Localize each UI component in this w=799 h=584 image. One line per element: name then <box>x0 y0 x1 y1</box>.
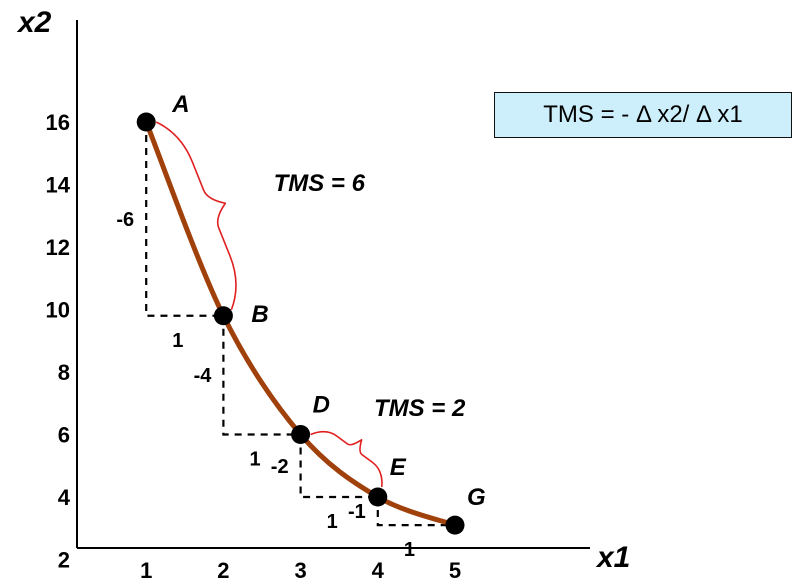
point-label: A <box>171 91 189 118</box>
curve-points <box>136 112 465 535</box>
point-label: B <box>251 301 268 328</box>
tms-formula-box: TMS = - Δ x2/ Δ x1 <box>494 92 792 138</box>
tms-brace-de <box>310 430 383 488</box>
step-dy-label: -1 <box>348 501 366 523</box>
curve-point <box>213 306 233 326</box>
y-tick-label: 16 <box>46 110 70 135</box>
y-tick-label: 8 <box>58 360 70 385</box>
step-dx-label: 1 <box>327 511 338 533</box>
x-axis-title: x1 <box>595 541 630 574</box>
axes: x2 x1 <box>16 6 630 574</box>
step-dy-label: -4 <box>194 365 213 387</box>
step-dx-label: 1 <box>404 539 415 561</box>
point-label: D <box>313 392 330 419</box>
step-dy-label: -2 <box>271 456 289 478</box>
step-guide <box>222 315 301 436</box>
x-tick-label: 2 <box>217 558 229 583</box>
x-tick-label: 3 <box>294 558 306 583</box>
y-tick-label: 6 <box>58 423 70 448</box>
x-tick-label: 1 <box>140 558 152 583</box>
step-dx-label: 1 <box>249 449 260 471</box>
curve-point <box>368 487 388 507</box>
y-axis-title: x2 <box>16 6 52 39</box>
tms-annotation: TMS = 2 <box>374 395 466 422</box>
step-dx-label: 1 <box>172 330 183 352</box>
curve-point <box>136 112 156 132</box>
y-tick-label: 10 <box>46 298 70 323</box>
tms-braces <box>155 121 383 488</box>
step-guide <box>376 497 455 527</box>
step-guides: -6 1 -4 1 -2 1 -1 1 <box>116 122 455 561</box>
y-tick-label: 4 <box>58 485 71 510</box>
y-tick-label: 14 <box>46 173 71 198</box>
point-label: G <box>467 484 486 511</box>
curve-point <box>445 515 465 535</box>
tms-annotation: TMS = 6 <box>274 170 366 197</box>
tms-brace-ab <box>155 121 237 311</box>
y-tick-label: 12 <box>46 235 70 260</box>
x-tick-label: 5 <box>449 558 461 583</box>
indifference-curve <box>143 119 458 528</box>
tms-formula: TMS = - Δ x2/ Δ x1 <box>543 101 743 128</box>
step-dy-label: -6 <box>116 209 134 231</box>
y-tick-label: 2 <box>58 548 70 573</box>
chart-labels: A B D E G TMS = 6 TMS = 2 <box>171 91 485 511</box>
x-tick-label: 4 <box>372 558 385 583</box>
curve-point <box>291 425 311 444</box>
point-label: E <box>390 454 407 481</box>
